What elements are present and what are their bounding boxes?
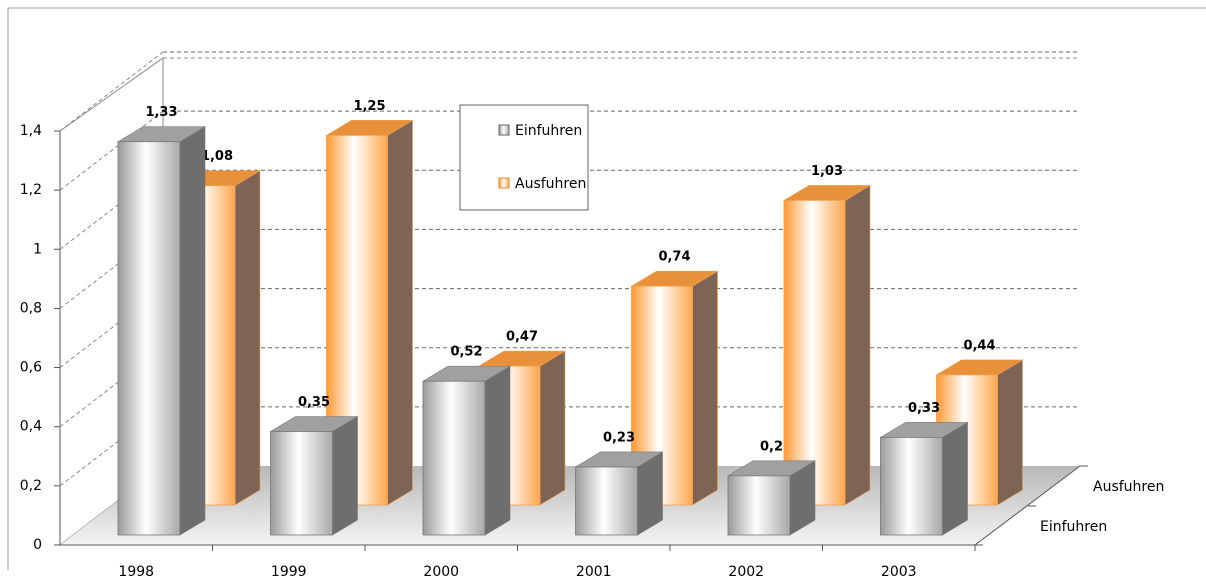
y-tick-label: 0,4 [20, 419, 42, 435]
x-tick-label: 2002 [728, 564, 764, 580]
bar [116, 126, 207, 536]
y-tick-label: 1,4 [20, 123, 42, 139]
x-tick-label: 1999 [271, 564, 307, 580]
bar-side [997, 359, 1023, 506]
bar-side [692, 270, 718, 506]
bar-side [484, 365, 511, 536]
y-tick-label: 0 [33, 537, 42, 553]
bar-side [332, 415, 358, 536]
value-label: 0,2 [760, 439, 783, 454]
legend-swatch [498, 124, 510, 136]
legend-swatch [498, 177, 510, 189]
value-label: 1,03 [811, 164, 843, 179]
value-label: 0,23 [603, 430, 635, 445]
y-tick-label: 0,6 [20, 360, 42, 376]
bar-face [270, 431, 333, 536]
value-label: 0,44 [963, 338, 995, 353]
value-label: 1,25 [353, 99, 385, 114]
y-tick-label: 0,8 [20, 300, 42, 316]
y-tick-label: 1,2 [20, 182, 42, 198]
y-tick-label: 0,2 [20, 478, 42, 494]
bar-face [575, 466, 638, 536]
grid-line [59, 51, 164, 132]
depth-label: Einfuhren [1040, 519, 1107, 535]
bar-face [783, 200, 846, 506]
grid-line [59, 110, 164, 191]
bar-face [422, 380, 486, 536]
y-tick-label: 1 [33, 241, 42, 257]
value-label: 0,47 [506, 330, 538, 345]
legend [459, 104, 589, 211]
bar-side [387, 119, 413, 506]
depth-axis [974, 465, 1088, 546]
bar [782, 184, 872, 506]
bar-face [117, 141, 181, 536]
bar-side [844, 184, 871, 506]
bar [726, 460, 817, 536]
bar-side [179, 126, 206, 536]
frame [7, 7, 1206, 570]
bar-side [539, 350, 566, 506]
bar [421, 365, 512, 536]
x-tick-label: 2000 [423, 564, 459, 580]
bar [269, 415, 359, 536]
bar-side [942, 421, 968, 536]
value-label: 1,33 [145, 105, 177, 120]
x-tick-label: 1998 [118, 564, 154, 580]
bar-face [880, 437, 943, 536]
legend-label: Einfuhren [515, 123, 582, 139]
bar [574, 451, 664, 536]
value-label: 0,33 [908, 401, 940, 416]
bar [879, 421, 969, 536]
depth-label: Ausfuhren [1093, 479, 1164, 495]
value-label: 1,08 [201, 149, 233, 164]
bar-face [727, 475, 791, 536]
bar-side [234, 170, 261, 506]
value-label: 0,35 [298, 395, 330, 410]
value-label: 0,74 [658, 250, 690, 265]
x-tick-label: 2003 [881, 564, 917, 580]
value-label: 0,52 [450, 345, 482, 360]
x-tick-label: 2001 [576, 564, 612, 580]
legend-label: Ausfuhren [515, 176, 586, 192]
